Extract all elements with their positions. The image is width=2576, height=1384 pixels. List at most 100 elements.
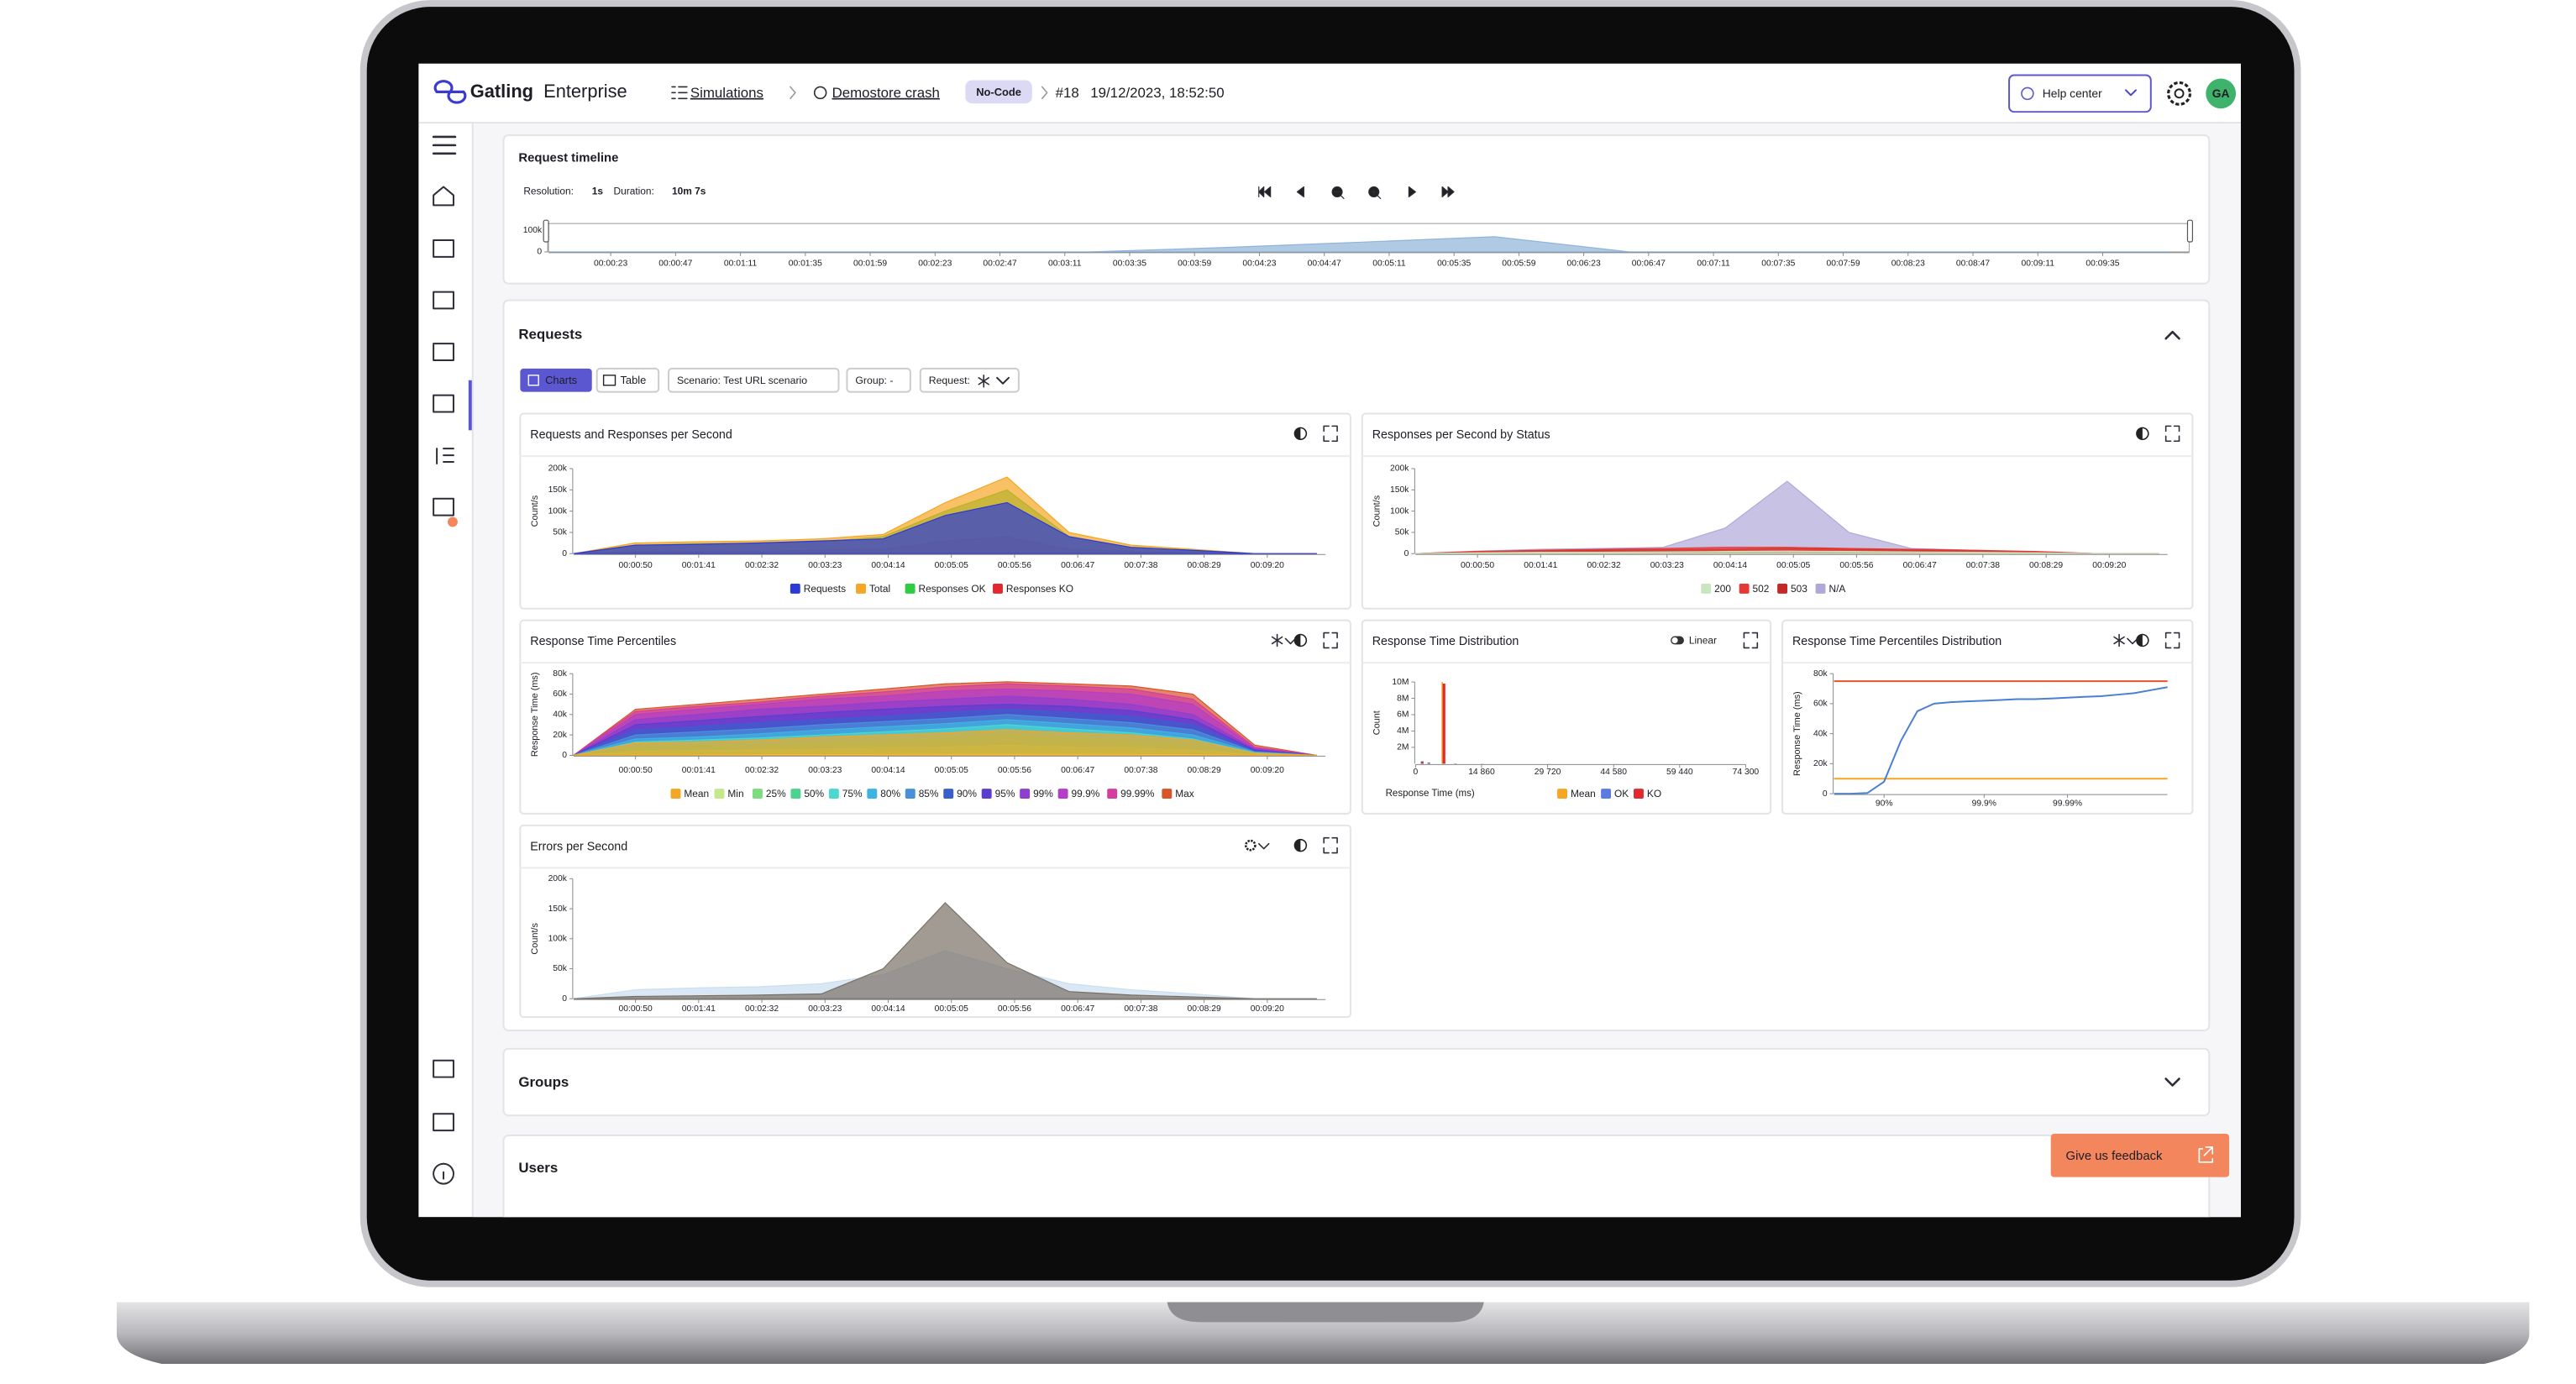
legend-label[interactable]: Responses OK	[918, 583, 985, 595]
fullscreen-icon[interactable]	[1323, 425, 1338, 443]
legend-swatch[interactable]	[1557, 789, 1568, 799]
help-button[interactable]	[2008, 74, 2152, 113]
legend-swatch[interactable]	[790, 583, 800, 594]
legend-label[interactable]: 75%	[842, 788, 863, 799]
legend-swatch[interactable]	[1777, 583, 1788, 594]
timeline-control[interactable]	[1408, 186, 1416, 198]
legend-swatch[interactable]	[993, 583, 1003, 594]
legend-label[interactable]: OK	[1614, 788, 1629, 799]
legend-label[interactable]: 200	[1714, 583, 1731, 595]
filter-label[interactable]: Group: -	[855, 375, 893, 386]
legend-swatch[interactable]	[1601, 789, 1612, 799]
filter[interactable]	[846, 367, 911, 393]
nav-icon[interactable]	[433, 394, 454, 413]
theme-icon-half	[1294, 839, 1301, 852]
legend-swatch[interactable]	[943, 789, 954, 799]
legend-label[interactable]: 95%	[995, 788, 1015, 799]
legend-swatch[interactable]	[1020, 789, 1031, 799]
settings-menu[interactable]	[1244, 839, 1257, 852]
legend-label[interactable]: Max	[1175, 788, 1194, 799]
legend-swatch[interactable]	[867, 789, 878, 799]
timeline-control[interactable]	[1441, 186, 1455, 198]
legend-label[interactable]: 90%	[957, 788, 977, 799]
legend-label[interactable]: 99.9%	[1072, 788, 1100, 799]
legend-label[interactable]: KO	[1647, 788, 1661, 799]
legend-label[interactable]: 503	[1791, 583, 1807, 595]
filter-label[interactable]: Request:	[929, 375, 970, 386]
filter[interactable]	[668, 367, 840, 393]
tab[interactable]: Charts	[545, 374, 577, 386]
fullscreen-icon[interactable]	[1323, 836, 1338, 854]
nav-icon[interactable]	[433, 343, 454, 361]
legend-label[interactable]: 85%	[919, 788, 939, 799]
timeline-control[interactable]	[1368, 186, 1382, 200]
legend-swatch[interactable]	[1162, 789, 1173, 799]
brush-handle[interactable]	[543, 219, 549, 243]
x-tick-label: 00:05:59	[1502, 260, 1535, 269]
nav-icon[interactable]	[433, 1162, 454, 1185]
legend-label[interactable]: Requests	[804, 583, 846, 595]
filter[interactable]	[919, 367, 1020, 393]
fullscreen-icon[interactable]	[1323, 632, 1338, 649]
timeline-control[interactable]	[1296, 186, 1304, 198]
legend-swatch[interactable]	[714, 789, 725, 799]
feedback-label[interactable]: Give us feedback	[2066, 1150, 2163, 1163]
breadcrumb[interactable]: Demostore crash	[832, 85, 940, 101]
legend-swatch[interactable]	[856, 583, 866, 594]
legend-swatch[interactable]	[1739, 583, 1750, 594]
legend-swatch[interactable]	[790, 789, 801, 799]
legend-swatch[interactable]	[905, 583, 916, 594]
legend-label[interactable]: N/A	[1828, 583, 1845, 595]
legend-swatch[interactable]	[1107, 789, 1118, 799]
legend-swatch[interactable]	[1701, 583, 1712, 594]
y-tick-label: 80k	[1813, 669, 1828, 679]
legend-label[interactable]: Responses KO	[1006, 583, 1073, 595]
legend-swatch[interactable]	[1057, 789, 1068, 799]
nav-icon[interactable]	[433, 497, 454, 516]
legend-label[interactable]: 80%	[880, 788, 900, 799]
settings-icon[interactable]	[2167, 81, 2192, 106]
nav-icon[interactable]	[433, 1113, 454, 1132]
nav-icon[interactable]	[436, 448, 454, 465]
help-label[interactable]: Help center	[2043, 86, 2102, 100]
legend-swatch[interactable]	[670, 789, 681, 799]
fullscreen-icon[interactable]	[2164, 632, 2180, 649]
nav-icon[interactable]	[433, 239, 454, 258]
avatar[interactable]	[2206, 78, 2237, 109]
nav-icon[interactable]	[433, 291, 454, 310]
legend-swatch[interactable]	[828, 789, 839, 799]
legend-label[interactable]: Mean	[684, 788, 709, 799]
fullscreen-icon[interactable]	[2164, 425, 2180, 443]
nav-icon[interactable]	[433, 1059, 454, 1078]
legend-label[interactable]: Mean	[1571, 788, 1596, 799]
legend-label[interactable]: 99%	[1033, 788, 1053, 799]
timeline-control[interactable]	[1258, 186, 1272, 198]
panel-title: Groups	[518, 1074, 569, 1090]
legend-label[interactable]: 50%	[804, 788, 824, 799]
feedback-button[interactable]	[2050, 1134, 2230, 1177]
legend-swatch[interactable]	[1634, 789, 1644, 799]
timeline-control[interactable]	[1331, 186, 1345, 200]
breadcrumb[interactable]: Simulations	[690, 85, 763, 101]
tab[interactable]	[595, 367, 660, 393]
legend-swatch[interactable]	[981, 789, 992, 799]
legend-swatch[interactable]	[905, 789, 916, 799]
brush-handle[interactable]	[2186, 219, 2194, 243]
fullscreen-icon[interactable]	[1743, 632, 1759, 649]
legend-swatch[interactable]	[1815, 583, 1826, 594]
legend-label[interactable]: 99.99%	[1120, 788, 1155, 799]
collapse-icon[interactable]	[2164, 330, 2180, 340]
nav-icon[interactable]	[433, 186, 454, 207]
expand-icon[interactable]	[2164, 1077, 2180, 1087]
asterisk-menu[interactable]	[1271, 633, 1297, 647]
tab[interactable]: Table	[620, 374, 646, 386]
legend-swatch[interactable]	[752, 789, 763, 799]
menu-icon[interactable]	[432, 135, 457, 155]
legend-label[interactable]: 502	[1753, 583, 1770, 595]
asterisk-menu[interactable]	[2113, 633, 2138, 647]
legend-label[interactable]: Min	[727, 788, 743, 799]
filter-label[interactable]: Scenario: Test URL scenario	[677, 375, 807, 386]
legend-label[interactable]: 25%	[766, 788, 786, 799]
tab-active[interactable]	[520, 368, 592, 392]
legend-label[interactable]: Total	[869, 583, 890, 595]
